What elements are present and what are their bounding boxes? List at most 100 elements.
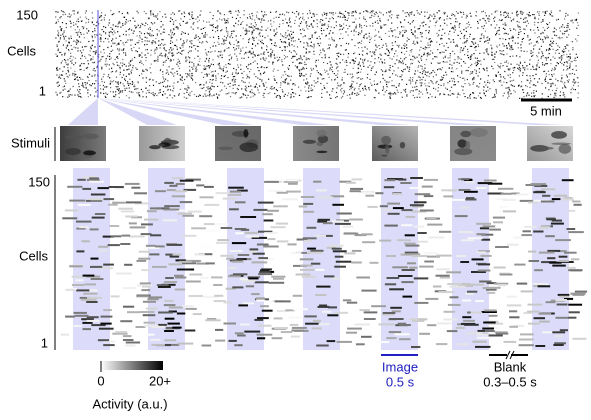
spike: [530, 50, 532, 52]
spike: [78, 36, 81, 38]
spike: [274, 92, 276, 95]
activity: [77, 178, 86, 181]
activity: [499, 261, 509, 264]
spike: [139, 35, 141, 37]
spike: [526, 93, 528, 95]
spike: [172, 68, 174, 70]
activity: [467, 237, 483, 240]
activity: [324, 275, 335, 278]
spike: [142, 69, 144, 71]
spike: [242, 93, 244, 95]
spike: [546, 63, 548, 65]
spike: [197, 50, 199, 52]
spike: [439, 10, 441, 12]
spike: [493, 20, 495, 22]
activity: [443, 195, 454, 198]
y-max-label: 150: [28, 174, 50, 189]
activity: [520, 333, 534, 336]
activity: [177, 212, 193, 215]
spike: [371, 55, 373, 57]
activity: [330, 195, 345, 198]
spike: [194, 45, 196, 47]
spike: [232, 84, 234, 86]
spike: [502, 65, 504, 67]
activity: [443, 310, 456, 313]
spike: [299, 73, 301, 75]
spike: [377, 15, 379, 17]
spike: [283, 46, 285, 48]
spike: [139, 54, 142, 56]
spike: [373, 96, 375, 99]
spike: [399, 61, 401, 63]
activity: [303, 239, 312, 242]
activity: [102, 235, 114, 238]
spike: [68, 42, 70, 44]
spike: [392, 93, 394, 95]
spike: [236, 45, 238, 47]
spike: [457, 81, 459, 83]
spike: [62, 96, 64, 98]
spike: [252, 25, 254, 27]
spike: [358, 12, 361, 15]
spike: [274, 35, 276, 37]
spike: [257, 28, 259, 30]
spike: [355, 57, 357, 59]
spike: [414, 72, 416, 75]
spike: [427, 52, 429, 54]
spike: [109, 58, 111, 60]
spike: [366, 10, 368, 12]
activity: [138, 257, 151, 260]
spike: [173, 34, 175, 36]
spike: [158, 44, 160, 46]
spike: [79, 50, 82, 52]
spike: [191, 72, 193, 75]
spike: [454, 29, 456, 31]
activity: [259, 271, 271, 274]
spike: [119, 71, 121, 73]
activity: [311, 327, 322, 330]
activity: [166, 189, 177, 192]
activity: [427, 223, 443, 226]
spike: [261, 42, 263, 44]
spike: [172, 90, 174, 92]
spike: [82, 78, 84, 80]
spike: [423, 69, 425, 71]
spike: [144, 40, 146, 42]
spike: [331, 37, 333, 39]
spike: [576, 40, 578, 42]
spike: [358, 93, 360, 95]
activity: [342, 225, 354, 228]
spike: [288, 68, 290, 70]
spike: [104, 95, 106, 97]
blank-label: Blank: [494, 359, 527, 374]
spike: [83, 37, 85, 39]
spike: [75, 41, 77, 43]
spike: [332, 32, 334, 34]
spike: [193, 65, 195, 67]
activity: [482, 225, 496, 228]
spike: [125, 65, 127, 67]
activity: [191, 227, 206, 230]
spike: [279, 96, 281, 98]
spike: [159, 89, 161, 91]
activity: [439, 276, 451, 279]
spike: [450, 41, 452, 43]
spike: [376, 83, 378, 85]
spike: [454, 84, 456, 86]
spike: [465, 17, 467, 19]
spike: [557, 49, 559, 51]
activity: [271, 177, 286, 180]
spike: [235, 22, 237, 24]
spike: [147, 33, 149, 35]
spike: [427, 71, 429, 73]
spike: [215, 79, 217, 81]
spike: [206, 74, 208, 76]
spike: [417, 60, 419, 62]
activity: [231, 260, 244, 263]
activity: [310, 262, 321, 265]
spike: [531, 95, 533, 97]
spike: [419, 77, 421, 79]
activity: [82, 328, 91, 331]
spike: [159, 91, 161, 93]
spike: [547, 23, 549, 26]
